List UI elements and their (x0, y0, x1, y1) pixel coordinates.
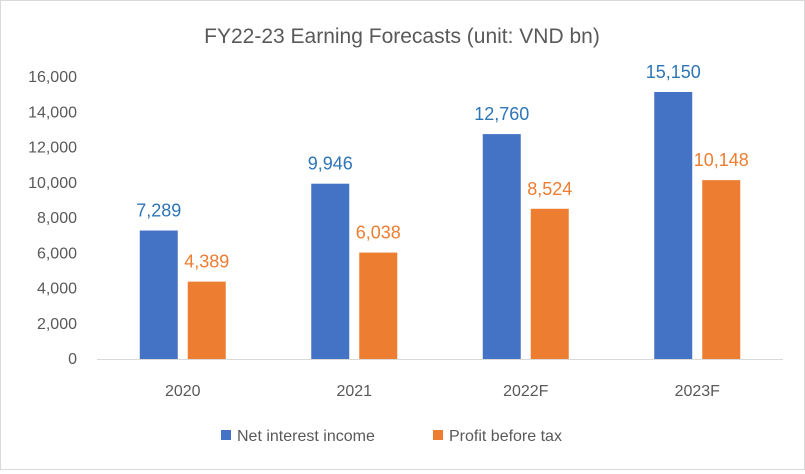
data-label: 10,148 (694, 150, 749, 170)
y-tick-label: 2,000 (37, 316, 77, 333)
x-tick-label: 2022F (503, 383, 549, 400)
bar-profit-before-tax (359, 252, 398, 359)
y-axis: 0 2,000 4,000 6,000 8,000 10,000 12,000 14,000 1… (28, 69, 77, 368)
bar-net-interest-income (311, 183, 350, 359)
data-label: 8,524 (527, 179, 572, 199)
data-label: 7,289 (136, 201, 181, 221)
x-tick-label: 2023F (675, 383, 721, 400)
chart-title: FY22-23 Earning Forecasts (unit: VND bn) (204, 25, 600, 48)
y-tick-label: 4,000 (37, 281, 77, 298)
y-tick-label: 8,000 (37, 210, 77, 227)
legend: Net interest income Profit before tax (221, 428, 562, 445)
data-label: 4,389 (184, 252, 229, 272)
y-tick-label: 14,000 (28, 104, 77, 121)
x-tick-label: 2020 (165, 383, 201, 400)
bar-profit-before-tax (530, 208, 569, 359)
data-label: 15,150 (646, 62, 701, 82)
bar-net-interest-income (482, 134, 521, 359)
x-tick-label: 2021 (336, 383, 372, 400)
data-label: 12,760 (474, 104, 529, 124)
bar-profit-before-tax (702, 180, 741, 359)
y-tick-label: 6,000 (37, 245, 77, 262)
legend-label: Net interest income (237, 428, 375, 445)
y-tick-label: 0 (68, 351, 77, 368)
bar-net-interest-income (654, 91, 693, 359)
legend-label: Profit before tax (449, 428, 562, 445)
legend-swatch (433, 430, 443, 440)
data-label-group: 7,289 9,946 12,760 15,150 4,389 6,038 8,524 10,… (136, 62, 749, 272)
data-label: 9,946 (308, 154, 353, 174)
bar-series-group (139, 91, 741, 359)
y-tick-label: 12,000 (28, 140, 77, 157)
bar-net-interest-income (139, 230, 178, 359)
y-tick-label: 16,000 (28, 69, 77, 86)
y-tick-label: 10,000 (28, 175, 77, 192)
legend-swatch (221, 430, 231, 440)
bar-profit-before-tax (187, 281, 226, 359)
x-axis: 2020 2021 2022F 2023F (165, 383, 720, 400)
data-label: 6,038 (356, 223, 401, 243)
